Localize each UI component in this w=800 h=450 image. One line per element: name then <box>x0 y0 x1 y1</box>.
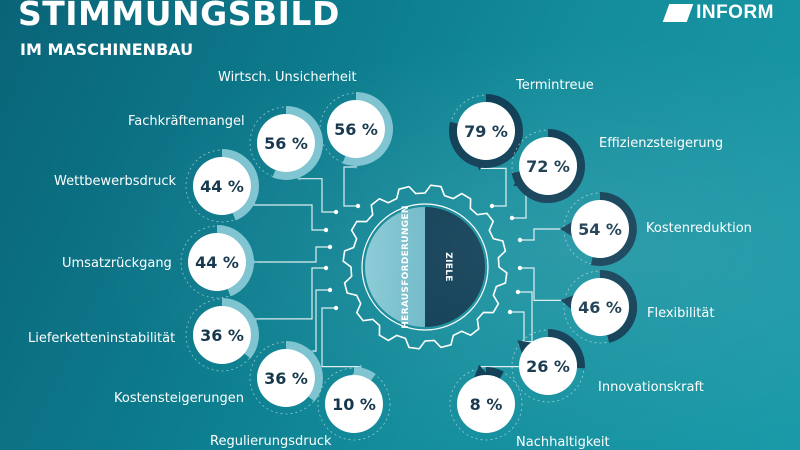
goal-bubble: 79 % <box>448 94 523 171</box>
challenge-bubble: 44 % <box>185 149 259 223</box>
challenge-label: Lieferketteninstabilität <box>28 331 176 346</box>
guide-ring <box>317 367 391 441</box>
hub-goals-half <box>425 207 485 327</box>
challenge-label: Fachkräftemangel <box>128 114 245 129</box>
challenge-bubble: 36 % <box>249 341 323 415</box>
percent-value: 46 % <box>578 298 622 317</box>
hub-label-challenges: HERAUSFORDERUNGEN <box>401 205 411 328</box>
challenge-label: Wirtsch. Unsicherheit <box>218 70 357 85</box>
connector-challenge-3 <box>255 244 333 263</box>
percent-value: 44 % <box>200 177 244 196</box>
percent-arc <box>216 225 254 297</box>
percent-value: 79 % <box>464 122 508 141</box>
bubble-disc <box>571 278 629 336</box>
challenge-bubble: 56 % <box>319 92 393 169</box>
goal-bubble: 26 % <box>511 329 585 403</box>
percent-value: 44 % <box>195 253 239 272</box>
percent-arc <box>448 94 523 168</box>
challenge-bubble: 56 % <box>249 106 323 181</box>
bubble-disc <box>325 375 383 433</box>
percent-value: 10 % <box>332 395 376 414</box>
bubble-disc <box>571 200 629 258</box>
hub-challenges-half <box>365 207 425 327</box>
bubble-pointer <box>560 220 575 238</box>
connector-challenge-6 <box>321 305 361 368</box>
percent-arc <box>285 341 323 402</box>
percent-value: 56 % <box>334 120 378 139</box>
goal-label: Innovationskraft <box>598 380 704 395</box>
challenge-label: Regulierungsdruck <box>210 434 332 449</box>
challenge-bubble: 36 % <box>185 298 259 372</box>
gear-outline <box>342 184 508 350</box>
challenge-bubble: 10 % <box>317 364 391 441</box>
guide-ring <box>449 367 523 441</box>
percent-value: 8 % <box>470 395 503 414</box>
percent-value: 36 % <box>200 326 244 345</box>
bubble-disc <box>327 100 385 158</box>
percent-arc <box>511 129 586 203</box>
connector-challenge-2 <box>254 204 329 233</box>
logo-text: INFORM <box>696 2 774 23</box>
goal-bubble: 72 % <box>511 129 586 203</box>
percent-value: 56 % <box>264 134 308 153</box>
bubble-disc <box>457 375 515 433</box>
percent-arc <box>599 269 638 343</box>
connector-lines <box>254 166 563 368</box>
percent-arc <box>221 149 259 221</box>
goal-bubble: 54 % <box>560 192 637 266</box>
goal-label: Kostenreduktion <box>646 221 752 236</box>
value-bubbles: 56 % 56 % 44 % 44 % 36 % 36 % 10 % 79 % 72 % 54 %… <box>180 92 638 441</box>
percent-value: 54 % <box>578 220 622 239</box>
connector-challenge-0 <box>343 166 361 209</box>
bubble-pointer <box>242 253 257 271</box>
bubble-disc <box>257 114 315 172</box>
percent-value: 26 % <box>526 357 570 376</box>
central-hub: HERAUSFORDERUNGEN ZIELE <box>342 184 508 350</box>
percent-arc <box>590 192 637 266</box>
bubble-disc <box>193 157 251 215</box>
bubble-disc <box>193 306 251 364</box>
brand-logo: INFORM <box>662 2 774 24</box>
percent-value: 72 % <box>526 157 570 176</box>
hub-inner-ring <box>361 203 489 331</box>
connector-goal-3 <box>517 265 563 301</box>
connector-goal-5 <box>479 309 525 368</box>
percent-arc <box>353 367 376 381</box>
goal-label: Effizienzsteigerung <box>599 136 724 151</box>
connector-challenge-1 <box>299 178 339 215</box>
connector-goal-4 <box>515 289 533 343</box>
bubble-disc <box>519 337 577 395</box>
percent-arc <box>485 367 504 379</box>
bubble-disc <box>188 233 246 291</box>
goal-label: Nachhaltigkeit <box>516 435 610 450</box>
page-title: STIMMUNGSBILD <box>18 0 340 33</box>
bubble-pointer <box>347 154 365 169</box>
percent-arc <box>547 329 585 369</box>
bubble-disc <box>257 349 315 407</box>
percent-arc <box>272 106 323 180</box>
goal-label: Termintreue <box>516 78 594 93</box>
challenge-label: Wettbewerbsdruck <box>54 174 177 189</box>
percent-value: 36 % <box>264 369 308 388</box>
connector-goal-0 <box>479 167 507 209</box>
challenge-label: Kostensteigerungen <box>114 391 244 406</box>
connector-challenge-5 <box>312 287 333 352</box>
goal-bubble: 46 % <box>560 269 638 344</box>
challenge-bubble: 44 % <box>180 225 257 299</box>
goal-bubble: 8 % <box>449 364 523 441</box>
page-subtitle: IM MASCHINENBAU <box>20 40 194 59</box>
hub-label-goals: ZIELE <box>443 252 453 281</box>
connector-challenge-4 <box>256 265 329 320</box>
connector-goal-2 <box>517 228 562 243</box>
challenge-label: Umsatzrückgang <box>62 256 172 271</box>
bubble-disc <box>457 102 515 160</box>
goal-label: Flexibilität <box>647 306 715 321</box>
bubble-disc <box>519 137 577 195</box>
